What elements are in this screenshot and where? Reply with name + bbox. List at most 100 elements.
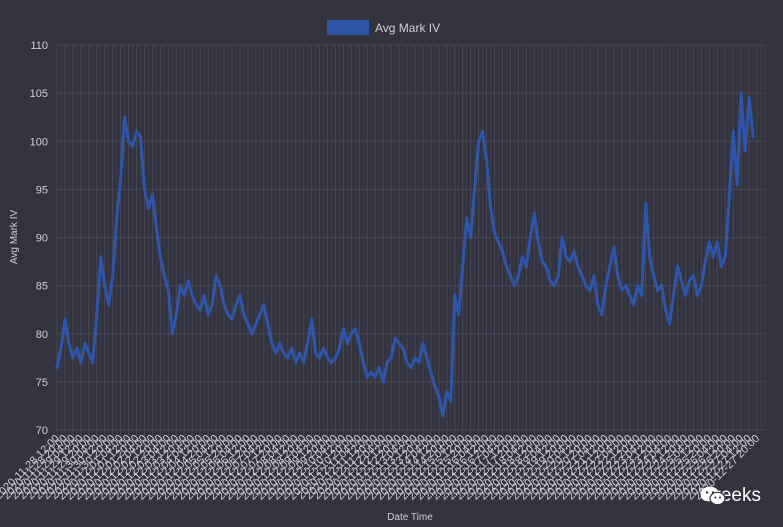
data-point — [127, 139, 131, 143]
data-point — [640, 293, 644, 297]
data-point — [433, 385, 437, 389]
y-tick-label: 85 — [36, 281, 48, 293]
data-point — [298, 351, 302, 355]
data-point — [656, 288, 660, 292]
y-tick-label: 110 — [30, 40, 48, 52]
y-axis-ticks: 70 75 80 85 90 95 100 105 110 — [30, 40, 48, 437]
data-point — [138, 134, 143, 138]
data-point — [731, 130, 735, 134]
data-point — [751, 134, 755, 138]
data-point — [536, 240, 540, 244]
data-point — [600, 312, 604, 317]
data-point — [556, 274, 560, 278]
data-point — [142, 187, 147, 191]
data-point — [214, 274, 218, 278]
data-point — [540, 260, 544, 264]
data-point — [616, 274, 620, 278]
data-point — [743, 149, 747, 153]
data-point — [345, 341, 349, 345]
data-point — [628, 293, 632, 297]
data-point — [675, 264, 680, 268]
data-point — [437, 394, 441, 398]
data-point — [115, 216, 119, 220]
y-tick-label: 100 — [30, 136, 48, 148]
data-point — [170, 332, 174, 336]
data-point — [71, 356, 75, 360]
data-point — [357, 341, 361, 345]
data-point — [508, 274, 512, 278]
data-point — [135, 130, 139, 134]
data-point — [337, 346, 341, 350]
data-point — [162, 274, 166, 278]
data-point — [321, 346, 326, 350]
data-point — [572, 250, 576, 254]
data-point — [504, 264, 509, 268]
data-point — [612, 245, 616, 249]
data-point — [258, 312, 262, 317]
data-point — [632, 303, 636, 307]
data-point — [465, 216, 469, 220]
data-point — [636, 284, 640, 288]
data-point — [405, 361, 409, 365]
data-point — [266, 322, 270, 326]
data-point — [222, 303, 226, 307]
data-point — [520, 255, 525, 259]
data-point — [290, 346, 294, 350]
series-line — [55, 91, 755, 418]
data-point — [425, 356, 429, 360]
data-point — [671, 293, 676, 297]
data-point — [107, 303, 111, 307]
data-point — [592, 274, 596, 278]
data-point — [333, 356, 337, 360]
data-point — [664, 308, 668, 312]
data-point — [186, 279, 190, 283]
x-axis-title: Date Time — [387, 512, 433, 523]
data-point — [361, 361, 365, 365]
data-point — [262, 303, 266, 307]
data-point — [441, 414, 445, 418]
data-point — [449, 399, 453, 403]
data-point — [727, 197, 731, 201]
data-point — [75, 346, 79, 350]
data-point — [373, 375, 377, 379]
data-point — [473, 187, 477, 191]
data-point — [381, 380, 385, 384]
data-point — [111, 274, 115, 278]
data-point — [310, 317, 314, 321]
data-point — [55, 365, 59, 369]
data-point — [182, 293, 186, 297]
data-point — [496, 240, 501, 244]
data-point — [83, 341, 87, 345]
y-tick-label: 70 — [36, 425, 48, 437]
y-axis-title: Avg Mark IV — [9, 210, 20, 265]
data-point — [500, 250, 505, 254]
y-tick-label: 75 — [36, 377, 48, 389]
data-point — [747, 96, 751, 100]
series-layer — [55, 91, 755, 418]
legend[interactable]: Avg Mark IV — [327, 20, 440, 35]
data-point — [67, 341, 71, 345]
data-point — [512, 284, 517, 288]
data-point — [254, 322, 258, 326]
data-point — [365, 375, 369, 379]
data-point — [294, 361, 298, 365]
data-point — [429, 370, 433, 374]
data-point — [131, 144, 135, 148]
data-point — [711, 255, 715, 259]
data-point — [250, 332, 254, 336]
data-point — [166, 288, 170, 292]
data-point — [516, 274, 521, 278]
data-point — [604, 284, 608, 288]
data-point — [174, 312, 178, 317]
data-point — [417, 361, 421, 365]
data-point — [695, 293, 700, 297]
data-point — [282, 351, 286, 355]
data-point — [660, 284, 664, 288]
data-point — [739, 91, 743, 95]
data-point — [353, 327, 357, 331]
data-point — [369, 370, 373, 374]
data-point — [63, 317, 67, 321]
data-point — [306, 341, 310, 345]
data-point — [150, 192, 155, 196]
